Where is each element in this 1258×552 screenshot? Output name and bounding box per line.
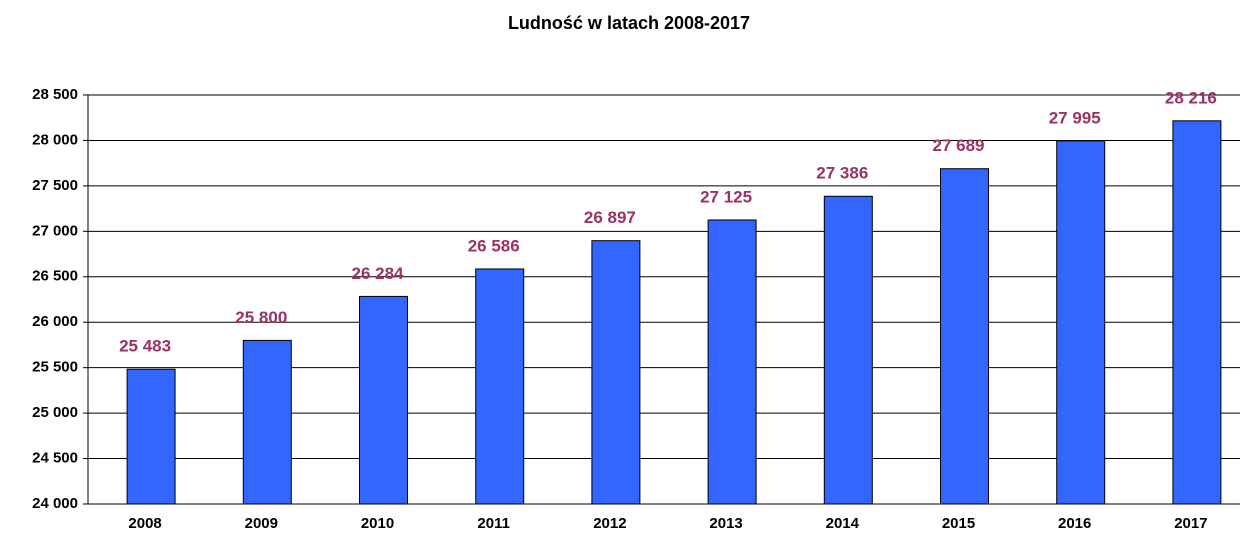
x-tick-label: 2009 (245, 515, 278, 532)
bar (940, 168, 989, 505)
y-tick-label: 27 000 (32, 222, 78, 239)
x-tick-label: 2017 (1174, 515, 1207, 532)
data-label: 26 897 (584, 208, 636, 227)
bar (591, 240, 641, 505)
y-tick-label: 28 500 (32, 86, 78, 103)
x-tick-label: 2016 (1058, 515, 1091, 532)
bar (1056, 140, 1106, 505)
y-tick-label: 25 500 (32, 359, 78, 376)
bar (475, 268, 525, 505)
bar (126, 368, 176, 505)
x-tick-label: 2012 (593, 515, 626, 532)
y-tick-label: 25 000 (32, 404, 78, 421)
bar (1172, 120, 1222, 505)
x-tick-label: 2011 (477, 515, 510, 532)
bar (359, 295, 408, 505)
y-tick-label: 26 000 (32, 313, 78, 330)
data-label: 26 284 (352, 264, 405, 283)
data-label: 27 125 (700, 187, 752, 206)
bar (707, 219, 757, 505)
bar (823, 195, 873, 505)
data-label: 27 386 (816, 164, 868, 183)
x-tick-label: 2010 (361, 515, 394, 532)
y-tick-label: 26 500 (32, 268, 78, 285)
y-tick-label: 28 000 (32, 131, 78, 148)
data-label: 25 483 (119, 337, 171, 356)
x-tick-label: 2014 (826, 515, 860, 532)
chart-title: Ludność w latach 2008-2017 (508, 13, 750, 33)
data-label: 25 800 (235, 308, 287, 327)
data-label: 28 216 (1165, 88, 1217, 107)
y-tick-label: 24 000 (32, 495, 78, 512)
data-label: 27 995 (1049, 108, 1101, 127)
data-label: 27 689 (933, 136, 985, 155)
y-tick-label: 24 500 (32, 450, 78, 467)
x-tick-label: 2008 (128, 515, 161, 532)
y-tick-label: 27 500 (32, 177, 78, 194)
x-tick-label: 2015 (942, 515, 975, 532)
bar (242, 339, 292, 505)
x-tick-label: 2013 (709, 515, 742, 532)
data-label: 26 586 (468, 236, 520, 255)
